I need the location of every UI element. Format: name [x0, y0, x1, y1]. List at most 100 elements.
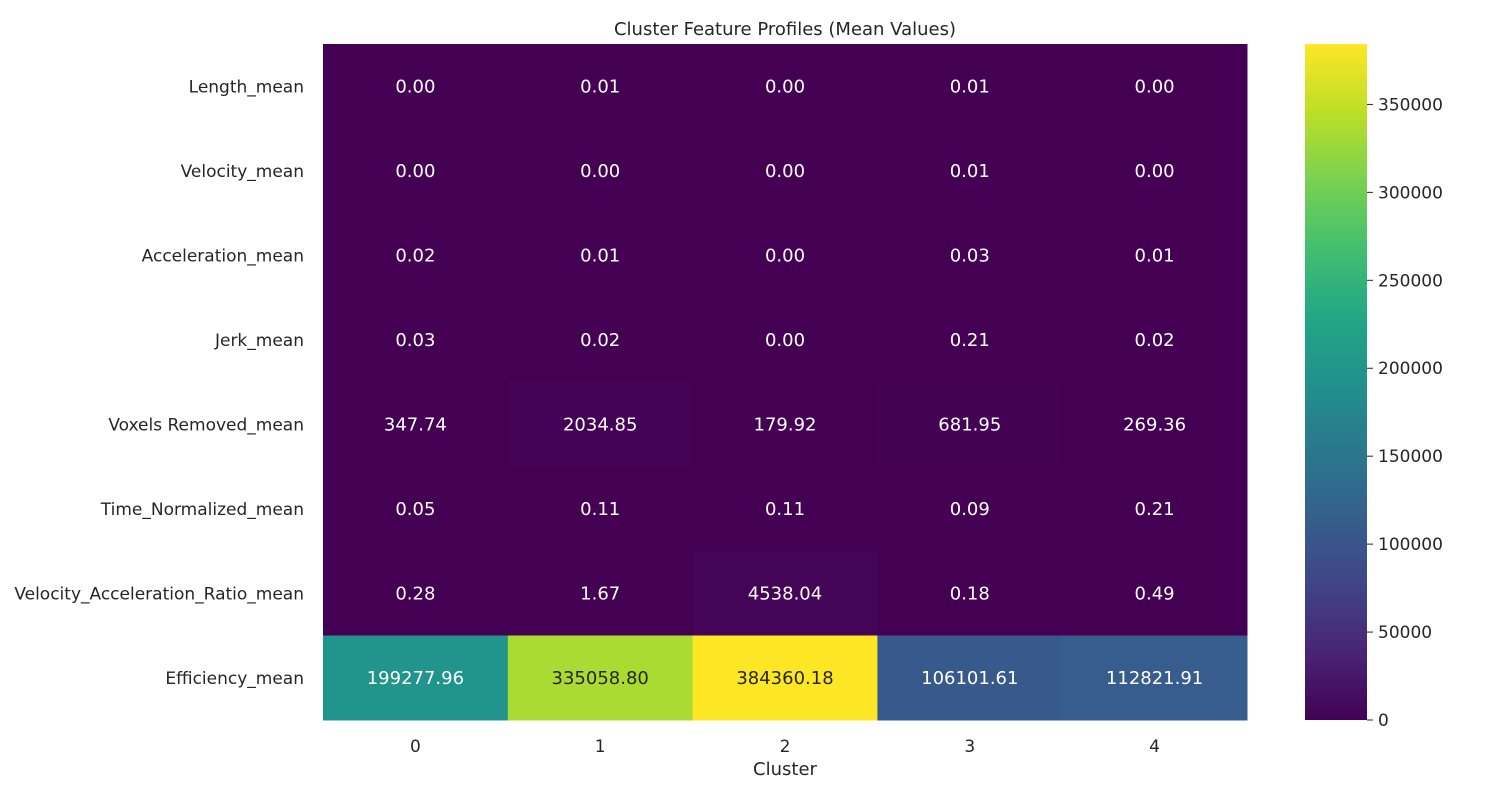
cell-value-label: 0.28	[395, 583, 435, 604]
heatmap-cell	[1062, 128, 1248, 214]
cell-value-label: 0.03	[950, 245, 990, 266]
cell-value-label: 0.00	[765, 330, 805, 351]
cell-value-label: 0.01	[1135, 245, 1175, 266]
colorbar-tick-label: 100000	[1378, 535, 1443, 555]
cell-value-label: 0.01	[580, 76, 620, 97]
cell-value-label: 0.11	[765, 499, 805, 520]
heatmap-cell	[323, 128, 509, 214]
y-tick-label: Jerk_mean	[214, 331, 304, 351]
cell-value-label: 0.00	[765, 161, 805, 182]
cell-value-label: 0.05	[395, 499, 435, 520]
cell-value-label: 269.36	[1123, 414, 1186, 435]
heatmap-cell	[507, 297, 694, 383]
cell-value-label: 0.02	[580, 330, 620, 351]
y-tick-label: Acceleration_mean	[142, 246, 304, 266]
heatmap-cell	[323, 213, 509, 298]
chart-title: Cluster Feature Profiles (Mean Values)	[614, 19, 956, 40]
heatmap-cell	[692, 551, 878, 636]
x-tick-label: 4	[1149, 737, 1160, 757]
cell-value-label: 0.00	[1135, 76, 1175, 97]
heatmap-cell	[1062, 466, 1248, 552]
cell-value-label: 179.92	[754, 414, 817, 435]
cell-value-label: 106101.61	[921, 668, 1018, 689]
cell-value-label: 0.01	[580, 245, 620, 266]
heatmap-cell	[323, 551, 509, 636]
cell-value-label: 681.95	[938, 414, 1001, 435]
cell-value-label: 0.03	[395, 330, 435, 351]
heatmap-cell	[507, 466, 694, 552]
heatmap-cell	[692, 382, 878, 467]
cell-value-label: 0.01	[950, 76, 990, 97]
heatmap-cell	[507, 382, 694, 467]
cell-value-label: 0.00	[765, 76, 805, 97]
heatmap-cell	[877, 635, 1063, 721]
heatmap-cell	[877, 297, 1063, 383]
cell-value-label: 0.18	[950, 583, 990, 604]
cell-value-label: 0.00	[580, 161, 620, 182]
cell-value-label: 0.00	[395, 161, 435, 182]
cell-value-label: 4538.04	[748, 583, 822, 604]
heatmap-cell	[507, 635, 694, 721]
heatmap-cell	[877, 466, 1063, 552]
cell-value-label: 199277.96	[367, 668, 464, 689]
colorbar-tick-label: 350000	[1378, 95, 1443, 115]
heatmap-cell	[692, 635, 878, 721]
heatmap-cell	[323, 44, 509, 129]
cell-value-label: 0.21	[1135, 499, 1175, 520]
cell-value-label: 335058.80	[552, 668, 649, 689]
x-axis-label: Cluster	[753, 759, 817, 780]
y-tick-label: Velocity_mean	[181, 162, 304, 182]
heatmap-cell	[323, 297, 509, 383]
heatmap-cell	[692, 466, 878, 552]
heatmap-cell	[1062, 382, 1248, 467]
colorbar-tick-label: 150000	[1378, 447, 1443, 467]
colorbar-tick-label: 50000	[1378, 623, 1432, 643]
heatmap-cell	[877, 382, 1063, 467]
y-tick-label: Velocity_Acceleration_Ratio_mean	[14, 584, 304, 604]
heatmap-cell	[692, 213, 878, 298]
colorbar	[1305, 44, 1367, 720]
x-tick-label: 1	[595, 737, 606, 757]
cell-value-label: 0.00	[765, 245, 805, 266]
cell-value-label: 0.02	[395, 245, 435, 266]
cell-value-label: 0.49	[1135, 583, 1175, 604]
heatmap-cell	[877, 44, 1063, 129]
colorbar-tick-label: 300000	[1378, 183, 1443, 203]
cell-value-label: 0.02	[1135, 330, 1175, 351]
heatmap-cell	[507, 44, 694, 129]
cell-value-label: 2034.85	[563, 414, 637, 435]
heatmap-cell	[323, 466, 509, 552]
cell-value-label: 0.00	[395, 76, 435, 97]
cell-value-label: 0.09	[950, 499, 990, 520]
cell-value-label: 0.01	[950, 161, 990, 182]
heatmap-cell	[1062, 213, 1248, 298]
y-tick-label: Voxels Removed_mean	[108, 415, 304, 435]
cell-value-label: 0.11	[580, 499, 620, 520]
colorbar-tick-label: 200000	[1378, 359, 1443, 379]
y-tick-label: Length_mean	[189, 77, 304, 97]
heatmap-cell	[323, 382, 509, 467]
heatmap-cell	[692, 44, 878, 129]
cell-value-label: 384360.18	[736, 668, 833, 689]
heatmap-cell	[877, 551, 1063, 636]
colorbar-tick-label: 250000	[1378, 271, 1443, 291]
cell-value-label: 112821.91	[1106, 668, 1203, 689]
cell-value-label: 0.21	[950, 330, 990, 351]
x-tick-label: 2	[780, 737, 791, 757]
colorbar-tick-label: 0	[1378, 711, 1389, 731]
x-tick-label: 0	[410, 737, 421, 757]
y-tick-label: Efficiency_mean	[165, 669, 304, 689]
y-tick-label: Time_Normalized_mean	[100, 500, 304, 520]
heatmap-cell	[1062, 551, 1248, 636]
heatmap-cell	[507, 128, 694, 214]
heatmap-cell	[692, 297, 878, 383]
y-axis-tick-labels: Length_mean Velocity_mean Acceleration_mea…	[14, 77, 304, 689]
heatmap-cell	[1062, 297, 1248, 383]
heatmap-cell	[323, 635, 509, 721]
heatmap-cell	[1062, 635, 1248, 721]
heatmap-cell	[877, 213, 1063, 298]
heatmap-cell	[877, 128, 1063, 214]
cell-value-label: 0.00	[1135, 161, 1175, 182]
x-axis-tick-labels: 0 1 2 3 4	[410, 737, 1160, 757]
